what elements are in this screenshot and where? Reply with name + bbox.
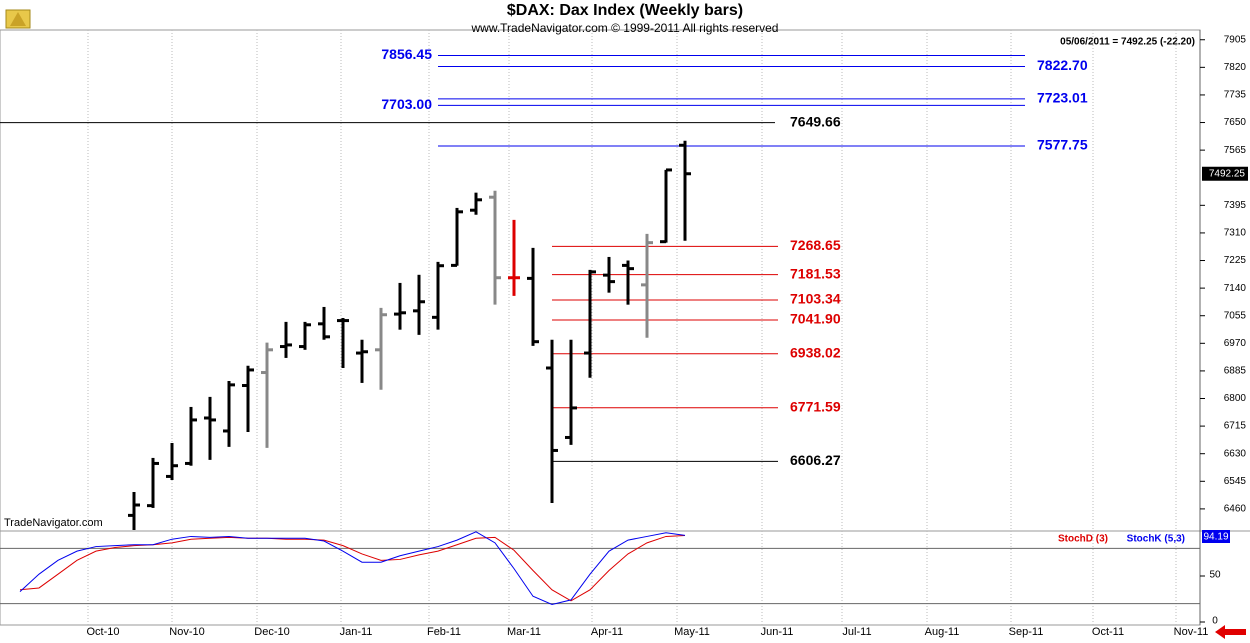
logo: [5, 9, 31, 29]
y-tick-label: 6800: [1224, 393, 1247, 404]
y-tick-label: 7905: [1224, 34, 1247, 45]
x-tick-label: Aug-11: [925, 626, 960, 638]
x-tick-label: Jan-11: [340, 626, 373, 638]
x-tick-label: Oct-10: [86, 626, 119, 638]
level-label: 7822.70: [1037, 57, 1088, 73]
scroll-arrow[interactable]: [1215, 625, 1246, 639]
legend-label: StochK (5,3): [1127, 534, 1185, 545]
x-tick-label: Nov-11: [1174, 626, 1209, 638]
x-tick-label: Jun-11: [761, 626, 794, 638]
indicator-line: [19, 531, 686, 606]
indicator-line: [19, 535, 686, 602]
y-tick-label: 50: [1209, 570, 1221, 581]
y-tick-label: 6545: [1224, 476, 1247, 487]
y-tick-label: 6460: [1224, 504, 1247, 515]
last-price-box: [1202, 166, 1248, 181]
level-label: 7041.90: [790, 311, 841, 327]
y-tick-label: 7395: [1224, 200, 1247, 211]
plot-frame: [0, 29, 1201, 626]
x-tick-label: Feb-11: [427, 626, 461, 638]
y-tick-label: 7735: [1224, 90, 1247, 101]
x-tick-label: Jul-11: [842, 626, 871, 638]
level-label: 6938.02: [790, 344, 841, 360]
y-tick-label: 7820: [1224, 62, 1247, 73]
y-tick-label: 7650: [1224, 117, 1247, 128]
y-tick-label: 6630: [1224, 448, 1247, 459]
legend-label: StochD (3): [1058, 534, 1108, 545]
x-tick-label: Sep-11: [1009, 626, 1044, 638]
level-label: 7577.75: [1037, 137, 1088, 153]
last-price-label: 7492.25: [1209, 168, 1246, 179]
last-value-label: 94.19: [1203, 532, 1228, 543]
level-label: 6606.27: [790, 452, 841, 468]
level-label: 7103.34: [790, 291, 841, 307]
y-tick-label: 7225: [1224, 255, 1247, 266]
last-value-box: [1202, 530, 1230, 543]
level-label: 7649.66: [790, 113, 841, 129]
y-tick-label: 6885: [1224, 366, 1247, 377]
level-label: 7856.45: [381, 46, 432, 62]
level-label: 7723.01: [1037, 90, 1088, 106]
x-tick-label: Oct-11: [1092, 626, 1124, 638]
y-tick-label: 7140: [1224, 283, 1247, 294]
level-label: 6771.59: [790, 398, 841, 414]
indicator-panel: 0 50 StochD (3) StochK (5,3) 94.19: [0, 530, 1230, 627]
watermark: TradeNavigator.com: [4, 517, 103, 529]
chart-subtitle: www.TradeNavigator.com © 1999-2011 All r…: [471, 21, 779, 35]
grid: [87, 30, 1177, 625]
y-tick-label: 7565: [1224, 145, 1247, 156]
y-tick-label: 7310: [1224, 228, 1247, 239]
level-label: 7703.00: [381, 96, 432, 112]
x-tick-label: Dec-10: [254, 626, 289, 638]
x-tick-label: May-11: [674, 626, 710, 638]
y-tick-label: 6715: [1224, 421, 1247, 432]
y-tick-label: 0: [1212, 616, 1218, 627]
chart-title: $DAX: Dax Index (Weekly bars): [507, 2, 743, 19]
axes: Oct-10 Nov-10 Dec-10 Jan-11 Feb-11 Mar-11 Apr-…: [86, 34, 1248, 638]
x-tick-label: Apr-11: [591, 626, 623, 638]
level-label: 7268.65: [790, 237, 841, 253]
x-tick-label: Nov-10: [169, 626, 204, 638]
price-panel: 7856.45 7822.70 7723.01 7703.00 7649.66 7577.…: [0, 46, 1088, 530]
last-quote: 05/06/2011 = 7492.25 (-22.20): [1060, 37, 1195, 48]
level-label: 7181.53: [790, 265, 841, 281]
y-tick-label: 7055: [1224, 310, 1247, 321]
x-tick-label: Mar-11: [507, 626, 541, 638]
y-tick-label: 6970: [1224, 338, 1247, 349]
